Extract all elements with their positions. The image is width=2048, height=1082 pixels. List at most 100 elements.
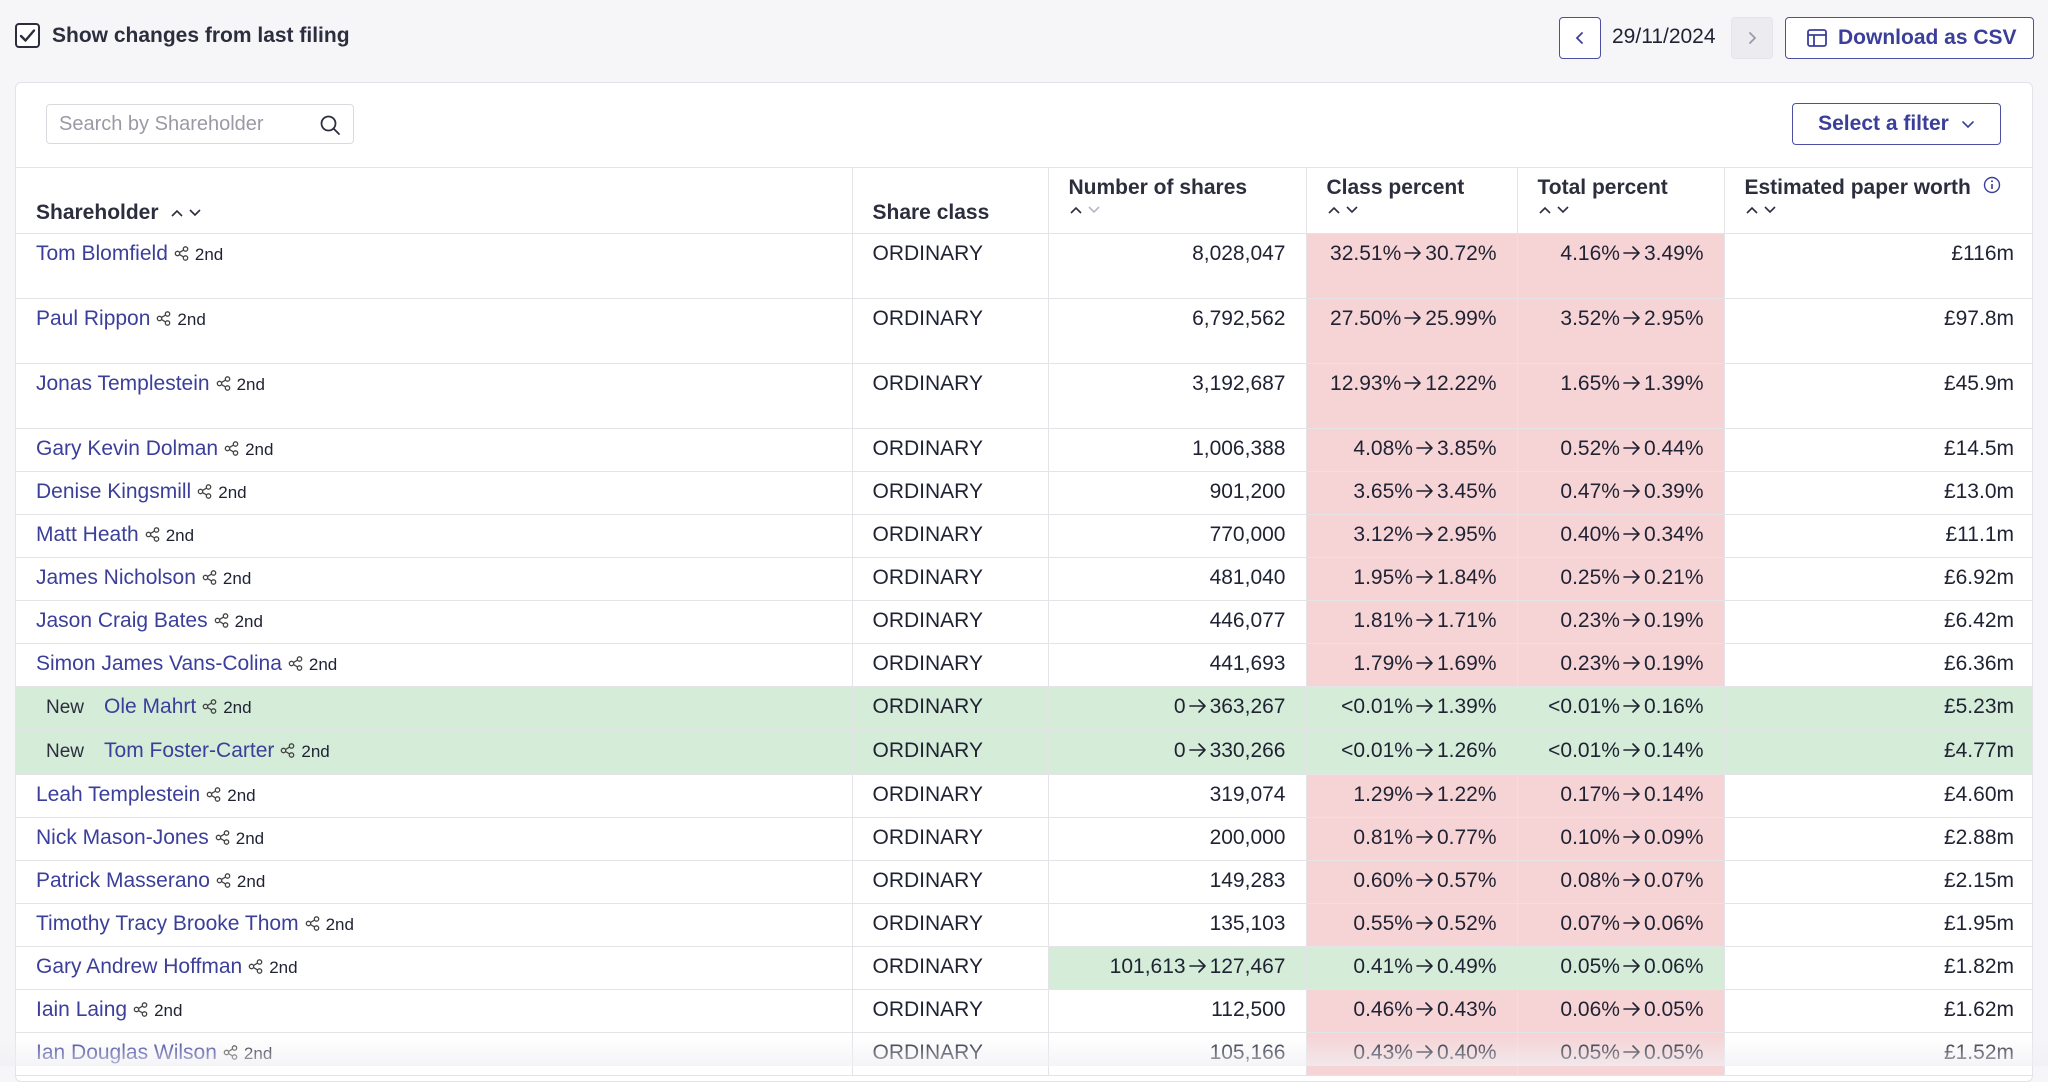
sort-descending-icon[interactable] xyxy=(1345,204,1359,216)
show-changes-label: Show changes from last filing xyxy=(52,23,350,47)
total-percent-previous: 0.52% xyxy=(1560,437,1620,460)
shareholder-name-link[interactable]: Nick Mason-Jones xyxy=(36,826,209,849)
table-row[interactable]: Jason Craig Bates 2nd ORDINARY 446,077 1.81%… xyxy=(16,600,2032,644)
class-percent-current: 0.77% xyxy=(1436,826,1497,849)
sort-ascending-icon[interactable] xyxy=(1538,204,1552,216)
table-row[interactable]: Timothy Tracy Brooke Thom 2nd ORDINARY 135,… xyxy=(16,903,2032,947)
sort-control[interactable] xyxy=(170,207,202,219)
cell-paper-worth: £4.60m xyxy=(1724,774,2032,818)
table-row[interactable]: Jonas Templestein 2nd ORDINARY 3,192,687 12.… xyxy=(16,363,2032,429)
table-row[interactable]: Matt Heath 2nd ORDINARY 770,000 3.12% 2.95% 0.… xyxy=(16,514,2032,558)
search-icon[interactable] xyxy=(319,114,341,141)
shares-current: 441,693 xyxy=(1209,652,1286,675)
sort-ascending-icon[interactable] xyxy=(170,207,184,219)
shares-current: 112,500 xyxy=(1211,998,1286,1021)
table-row[interactable]: Patrick Masserano 2nd ORDINARY 149,283 0.60%… xyxy=(16,860,2032,904)
shareholder-name-link[interactable]: Ole Mahrt xyxy=(104,695,197,718)
connection-degree: 2nd xyxy=(245,440,274,459)
shareholder-name-link[interactable]: Timothy Tracy Brooke Thom xyxy=(36,912,299,935)
shareholder-name-link[interactable]: Paul Rippon xyxy=(36,307,151,330)
shares-current: 319,074 xyxy=(1209,783,1286,806)
cell-class-percent: 1.95% 1.84% xyxy=(1306,557,1518,601)
shareholder-name-link[interactable]: Gary Kevin Dolman xyxy=(36,437,219,460)
shareholder-name-link[interactable]: James Nicholson xyxy=(36,566,196,589)
column-label-total-percent: Total percent xyxy=(1537,176,1668,199)
total-percent-current: 0.09% xyxy=(1643,826,1704,849)
select-filter-button[interactable]: Select a filter xyxy=(1792,103,2001,145)
shareholder-name-link[interactable]: Iain Laing xyxy=(36,998,128,1021)
cell-total-percent: 0.23% 0.19% xyxy=(1517,643,1725,687)
next-date-button[interactable] xyxy=(1731,17,1773,59)
info-icon[interactable] xyxy=(1983,176,2001,200)
show-changes-checkbox[interactable] xyxy=(15,23,40,48)
table-row[interactable]: New Tom Foster-Carter 2nd ORDINARY 0 330,266 <… xyxy=(16,730,2032,775)
paper-worth-value: £14.5m xyxy=(1943,437,2014,460)
download-csv-button[interactable]: Download as CSV xyxy=(1785,17,2034,59)
table-row[interactable]: Tom Blomfield 2nd ORDINARY 8,028,047 32.51% 3… xyxy=(16,233,2032,299)
table-row[interactable]: Gary Kevin Dolman 2nd ORDINARY 1,006,388 4.0… xyxy=(16,428,2032,472)
total-percent-current: 0.21% xyxy=(1643,566,1704,589)
cell-total-percent: 1.65% 1.39% xyxy=(1517,363,1725,429)
table-row[interactable]: Denise Kingsmill 2nd ORDINARY 901,200 3.65% 3… xyxy=(16,471,2032,515)
table-row[interactable]: Paul Rippon 2nd ORDINARY 6,792,562 27.50% 25.… xyxy=(16,298,2032,364)
table-row[interactable]: New Ole Mahrt 2nd ORDINARY 0 363,267 <0.01% 1.3… xyxy=(16,686,2032,731)
cell-class-percent: 1.81% 1.71% xyxy=(1306,600,1518,644)
column-header-paper-worth[interactable]: Estimated paper worth xyxy=(1724,167,2032,234)
shareholder-name-link[interactable]: Simon James Vans-Colina xyxy=(36,652,282,675)
show-changes-toggle[interactable]: Show changes from last filing xyxy=(15,23,350,48)
sort-control[interactable] xyxy=(1538,204,1704,216)
table-row[interactable]: James Nicholson 2nd ORDINARY 481,040 1.95% 1.… xyxy=(16,557,2032,601)
total-percent-previous: 0.05% xyxy=(1560,955,1620,978)
sort-control[interactable] xyxy=(1745,204,2015,216)
cell-share-class: ORDINARY xyxy=(852,730,1049,775)
column-header-shareholder[interactable]: Shareholder xyxy=(16,167,853,234)
table-row[interactable]: Gary Andrew Hoffman 2nd ORDINARY 101,613 127… xyxy=(16,946,2032,990)
cell-shareholder: Jason Craig Bates 2nd xyxy=(16,600,853,644)
sort-control[interactable] xyxy=(1327,204,1497,216)
class-percent-previous: 12.93% xyxy=(1330,372,1402,395)
share-class-value: ORDINARY xyxy=(872,826,983,849)
shareholder-name-link[interactable]: Tom Blomfield xyxy=(36,242,168,265)
cell-class-percent: 0.55% 0.52% xyxy=(1306,903,1518,947)
shareholder-name-link[interactable]: Jason Craig Bates xyxy=(36,609,208,632)
table-row[interactable]: Ian Douglas Wilson 2nd ORDINARY 105,166 0.43… xyxy=(16,1032,2032,1076)
shareholder-name-link[interactable]: Patrick Masserano xyxy=(36,869,210,892)
shareholder-name-link[interactable]: Tom Foster-Carter xyxy=(104,739,275,762)
cell-number-of-shares: 1,006,388 xyxy=(1048,428,1307,472)
column-header-class-percent[interactable]: Class percent xyxy=(1306,167,1518,234)
sort-control[interactable] xyxy=(1069,204,1286,216)
arrow-right-icon xyxy=(1416,787,1433,801)
sort-ascending-icon[interactable] xyxy=(1069,204,1083,216)
table-row[interactable]: Leah Templestein 2nd ORDINARY 319,074 1.29% 1… xyxy=(16,774,2032,818)
cell-shareholder: Iain Laing 2nd xyxy=(16,989,853,1033)
cell-share-class: ORDINARY xyxy=(852,514,1049,558)
shareholder-name-link[interactable]: Matt Heath xyxy=(36,523,139,546)
sort-ascending-icon[interactable] xyxy=(1327,204,1341,216)
sort-descending-icon[interactable] xyxy=(188,207,202,219)
shareholder-name-link[interactable]: Denise Kingsmill xyxy=(36,480,192,503)
class-percent-current: 3.45% xyxy=(1436,480,1497,503)
share-class-value: ORDINARY xyxy=(872,372,983,395)
column-header-number-of-shares[interactable]: Number of shares xyxy=(1048,167,1307,234)
sort-descending-icon[interactable] xyxy=(1087,204,1101,216)
arrow-right-icon xyxy=(1623,441,1640,455)
shareholder-name-link[interactable]: Jonas Templestein xyxy=(36,372,210,395)
sort-ascending-icon[interactable] xyxy=(1745,204,1759,216)
previous-date-button[interactable] xyxy=(1559,17,1601,59)
total-percent-previous: 0.17% xyxy=(1560,783,1620,806)
table-row[interactable]: Simon James Vans-Colina 2nd ORDINARY 441,69… xyxy=(16,643,2032,687)
shareholder-name-link[interactable]: Ian Douglas Wilson xyxy=(36,1041,217,1064)
total-percent-current: 1.39% xyxy=(1643,372,1704,395)
shareholder-name-link[interactable]: Gary Andrew Hoffman xyxy=(36,955,243,978)
chevron-right-icon xyxy=(1749,32,1757,44)
table-row[interactable]: Nick Mason-Jones 2nd ORDINARY 200,000 0.81% 0… xyxy=(16,817,2032,861)
table-row[interactable]: Iain Laing 2nd ORDINARY 112,500 0.46% 0.43% 0.… xyxy=(16,989,2032,1033)
paper-worth-value: £5.23m xyxy=(1943,695,2014,718)
search-input[interactable] xyxy=(47,112,302,136)
shareholder-name-link[interactable]: Leah Templestein xyxy=(36,783,201,806)
sort-descending-icon[interactable] xyxy=(1556,204,1570,216)
class-percent-previous: 0.81% xyxy=(1353,826,1413,849)
total-percent-previous: 3.52% xyxy=(1560,307,1620,330)
sort-descending-icon[interactable] xyxy=(1763,204,1777,216)
column-header-total-percent[interactable]: Total percent xyxy=(1517,167,1725,234)
